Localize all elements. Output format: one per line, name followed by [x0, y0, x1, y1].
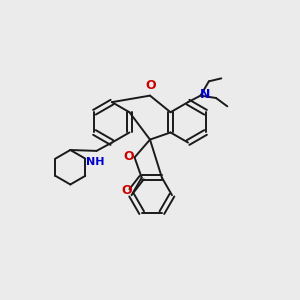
Text: N: N — [200, 88, 210, 101]
Text: O: O — [121, 184, 131, 197]
Text: O: O — [145, 79, 156, 92]
Text: O: O — [123, 150, 134, 163]
Text: NH: NH — [86, 158, 105, 167]
